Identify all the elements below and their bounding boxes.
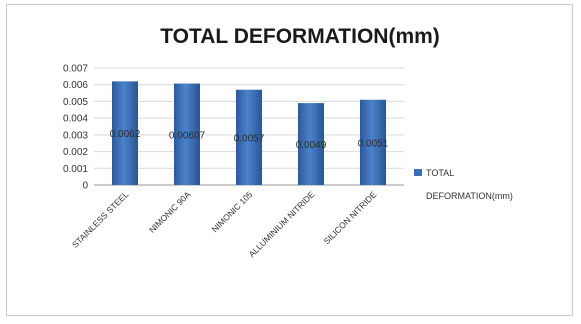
legend-label-line-2: DEFORMATION(mm) — [426, 191, 513, 201]
legend: TOTAL DEFORMATION(mm) — [414, 168, 513, 201]
y-tick-label: 0 — [82, 181, 88, 192]
bar — [235, 89, 263, 185]
bars — [111, 81, 387, 185]
y-tick-label: 0.006 — [63, 80, 88, 91]
y-axis-ticks: 0 0.001 0.002 0.003 0.004 0.005 0.006 0.007 — [63, 64, 88, 192]
bar — [359, 99, 387, 185]
data-label: 0.0062 — [110, 129, 141, 140]
data-label: 0.0051 — [358, 138, 389, 149]
data-labels: 0.0062 0.00607 0.0057 0.0049 0.0051 — [110, 129, 389, 151]
legend-label-line-1: TOTAL — [426, 168, 454, 178]
y-tick-label: 0.007 — [63, 64, 88, 75]
bar — [111, 81, 139, 185]
bar — [297, 103, 325, 185]
y-tick-label: 0.005 — [63, 97, 88, 108]
data-label: 0.0057 — [234, 133, 265, 144]
y-tick-label: 0.003 — [63, 130, 88, 141]
x-axis-ticks: STAINLESS STEEL NIMONIC 90A NIMONIC 105ALL… — [70, 189, 379, 259]
x-tick-label: ALLUMINIUM NITRIDE — [247, 189, 317, 259]
x-tick-label: NIMONIC 90A — [147, 189, 193, 235]
y-tick-label: 0.001 — [63, 164, 88, 175]
y-tick-label: 0.002 — [63, 147, 88, 158]
bar — [173, 83, 201, 185]
x-tick-label: NIMONIC 105 — [210, 189, 255, 234]
chart-frame — [6, 4, 573, 316]
data-label: 0.0049 — [296, 140, 327, 151]
x-tick-label: SILICON NITRIDE — [322, 189, 379, 246]
data-label: 0.00607 — [169, 130, 206, 141]
legend-swatch — [414, 169, 422, 176]
chart-title: TOTAL DEFORMATION(mm) — [160, 25, 440, 48]
y-tick-label: 0.004 — [63, 114, 88, 125]
x-tick-label: STAINLESS STEEL — [70, 189, 131, 250]
